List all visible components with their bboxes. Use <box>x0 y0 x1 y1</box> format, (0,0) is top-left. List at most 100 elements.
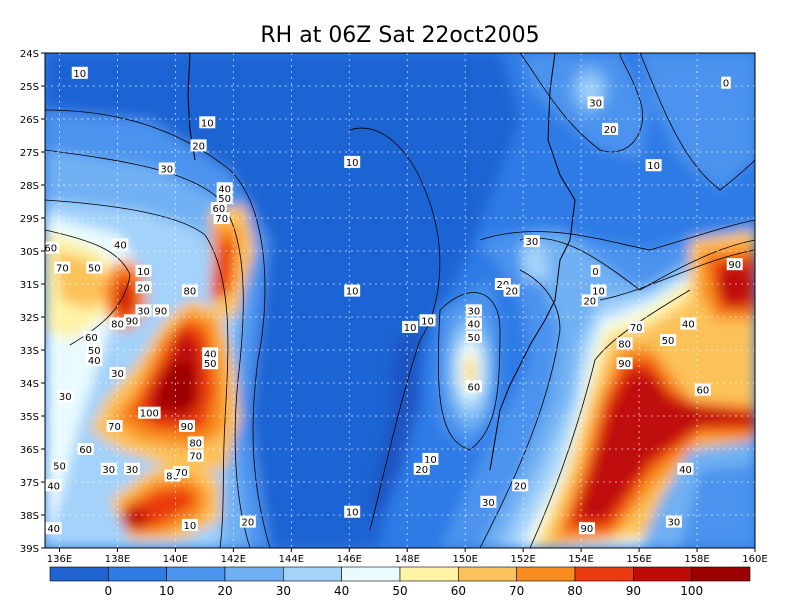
lon-tick-label: 138E <box>105 554 130 565</box>
contour-label: 60 <box>468 382 481 393</box>
contour-label: 60 <box>696 386 709 397</box>
contour-label: 40 <box>47 524 60 535</box>
lon-tick-label: 146E <box>337 554 362 565</box>
colorbar-swatch <box>458 566 517 582</box>
lon-tick-label: 148E <box>395 554 420 565</box>
contour-label-bg <box>86 261 103 274</box>
colorbar-label: 40 <box>334 584 349 598</box>
contour-label-bg <box>581 294 598 307</box>
contour-label: 90 <box>181 422 194 433</box>
colorbar-label: 10 <box>159 584 174 598</box>
contour-label: 70 <box>175 468 188 479</box>
lon-tick-label: 160E <box>742 554 767 565</box>
contour-label-bg <box>590 264 601 277</box>
contour-label-bg <box>665 515 682 528</box>
contour-label-bg <box>135 281 152 294</box>
contour-label: 10 <box>421 316 434 327</box>
contour-label: 40 <box>218 184 231 195</box>
colorbar-swatch <box>108 566 167 582</box>
lon-tick-label: 150E <box>453 554 478 565</box>
contour-label: 30 <box>137 306 150 317</box>
map-title: RH at 06Z Sat 22oct2005 <box>260 23 539 48</box>
contour-label-bg <box>54 261 71 274</box>
contour-label-bg <box>57 390 74 403</box>
contour-label: 40 <box>682 320 695 331</box>
contour-label: 70 <box>56 264 69 275</box>
contour-label-bg <box>694 383 711 396</box>
lat-tick-label: 39S <box>20 544 39 555</box>
colorbar-swatch <box>341 566 401 582</box>
contour-label: 80 <box>618 339 631 350</box>
contour-label: 70 <box>189 452 202 463</box>
contour-label-bg <box>213 212 230 224</box>
contour-label: 10 <box>346 508 359 519</box>
lon-tick-label: 154E <box>568 554 593 565</box>
colorbar-swatch <box>49 566 109 582</box>
map-frame <box>44 52 756 549</box>
contour-label: 90 <box>126 316 139 327</box>
contour-label-bg <box>344 284 361 297</box>
contour-label-bg <box>135 264 152 277</box>
contour-label: 50 <box>204 359 217 370</box>
lat-tick-label: 24S <box>20 49 39 60</box>
contour-label: 10 <box>73 69 86 80</box>
contour-label-bg <box>51 459 68 472</box>
contour-label: 10 <box>184 521 197 532</box>
contour-label: 20 <box>415 465 428 476</box>
colorbar-label: 20 <box>217 584 232 598</box>
contour-label: 30 <box>126 465 139 476</box>
contour-label: 70 <box>630 323 643 334</box>
contour-label: 90 <box>155 306 168 317</box>
contour-label-bg <box>402 320 419 333</box>
contour-label: 40 <box>88 356 101 367</box>
lon-tick-label: 142E <box>221 554 246 565</box>
lat-tick-label: 28S <box>20 181 39 192</box>
contour-label-bg <box>138 406 161 419</box>
colorbar-swatch <box>691 566 751 582</box>
lat-tick-label: 34S <box>20 379 39 390</box>
contour-label: 20 <box>137 283 150 294</box>
colorbar-label: 70 <box>509 584 524 598</box>
contour-label: 20 <box>514 481 527 492</box>
contour-label-bg <box>726 258 743 271</box>
contour-label-bg <box>190 139 207 152</box>
contour-label-bg <box>590 284 607 297</box>
contour-label-bg <box>503 284 520 297</box>
contour-label: 40 <box>114 240 127 251</box>
lon-tick-label: 152E <box>510 554 535 565</box>
contour-label: 30 <box>59 392 72 403</box>
contour-label-bg <box>578 522 595 535</box>
contour-label: 40 <box>679 465 692 476</box>
contour-label-bg <box>480 495 497 508</box>
contour-label-bg <box>100 462 117 475</box>
contour-label: 10 <box>201 118 214 129</box>
contour-label: 30 <box>102 465 115 476</box>
contour-label-bg <box>413 462 430 475</box>
contour-label-bg <box>216 192 233 205</box>
contour-label: 90 <box>581 524 594 535</box>
lat-tick-label: 33S <box>20 346 39 357</box>
contour-label: 30 <box>160 165 173 176</box>
contour-label: 30 <box>468 306 481 317</box>
contour-label: 30 <box>589 99 602 110</box>
contour-label-bg <box>187 449 204 462</box>
contour-label: 30 <box>482 498 495 509</box>
contour-label-bg <box>419 314 436 327</box>
contour-label-bg <box>86 353 103 366</box>
colorbar-label: 0 <box>105 584 113 598</box>
contour-label: 70 <box>108 422 121 433</box>
lat-tick-label: 27S <box>20 148 39 159</box>
contour-label-bg <box>173 466 190 479</box>
longitude-ticks: 136E 138E 140E 142E 144E 146E 148E 150E 152E 154E… <box>47 548 768 565</box>
contour-label-bg <box>123 462 140 475</box>
lat-tick-label: 29S <box>20 214 39 225</box>
contour-label-bg <box>465 330 482 343</box>
latitude-ticks: 24S 25S 26S 27S 28S 29S 30S 31S 32S 33S 34S 35S 36S 3… <box>20 49 45 555</box>
contour-label: 50 <box>53 462 66 473</box>
colorbar-swatch <box>224 566 284 582</box>
contour-label-bg <box>344 155 361 168</box>
contour-label: 70 <box>215 214 228 225</box>
